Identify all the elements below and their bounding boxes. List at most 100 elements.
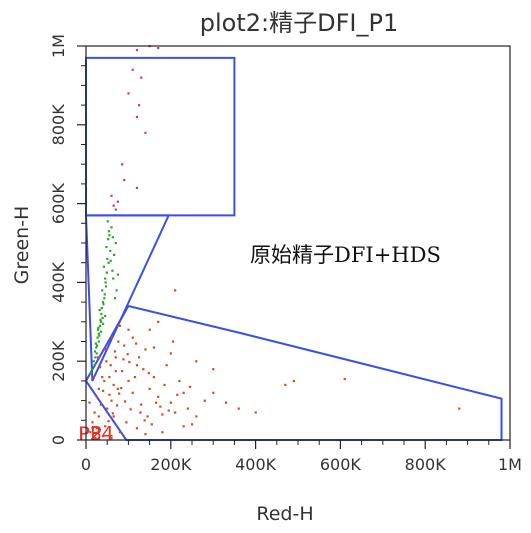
data-point [237, 407, 240, 410]
data-point [140, 403, 143, 406]
data-point [458, 407, 461, 410]
data-point [95, 427, 98, 430]
y-tick-label: 1M [49, 34, 68, 58]
data-point [105, 271, 108, 274]
data-point [107, 238, 110, 241]
data-point [112, 253, 116, 257]
data-point [112, 204, 115, 207]
data-point [126, 353, 129, 356]
data-point [174, 289, 177, 292]
y-tick-label: 0 [49, 435, 68, 445]
data-point [109, 259, 112, 262]
data-point [161, 431, 164, 434]
data-point [105, 360, 108, 363]
data-point [101, 301, 105, 304]
data-point [195, 360, 198, 363]
axes: 0 200K 400K 600K 800K 1M 0 200K 400K 600K 800K 1M [49, 34, 522, 474]
data-point [95, 352, 98, 355]
data-point [89, 431, 92, 434]
data-point [135, 48, 139, 52]
x-tick-label: 800K [405, 455, 447, 474]
data-point [169, 352, 172, 355]
data-point [167, 409, 170, 412]
data-point [111, 412, 114, 415]
data-point [100, 307, 103, 310]
data-point [88, 401, 91, 404]
data-point [131, 391, 134, 394]
data-point [224, 401, 228, 404]
data-point [112, 415, 115, 418]
data-point [191, 423, 194, 426]
data-point [188, 385, 192, 389]
data-point [106, 220, 109, 223]
data-point [142, 368, 145, 371]
data-point [195, 415, 198, 418]
data-point [157, 320, 160, 323]
data-point [144, 433, 147, 436]
data-point [95, 395, 98, 398]
data-point [135, 186, 139, 190]
data-point [163, 383, 166, 387]
data-point [169, 401, 172, 404]
data-point [113, 350, 117, 353]
data-point [127, 92, 130, 95]
data-point [110, 194, 113, 197]
data-point [114, 242, 117, 245]
data-point [96, 344, 99, 347]
data-point [112, 277, 115, 280]
data-point [107, 420, 110, 423]
data-point [97, 387, 100, 390]
chart-annotation: 原始精子DFI+HDS [250, 243, 441, 267]
data-point [118, 431, 122, 434]
data-point [91, 368, 94, 371]
data-point [203, 399, 206, 402]
data-point [94, 356, 97, 359]
data-point [138, 104, 141, 107]
data-point [105, 245, 108, 249]
data-point [174, 411, 177, 414]
data-point [121, 370, 124, 373]
data-point [154, 401, 158, 404]
data-point [116, 387, 119, 390]
data-point [135, 364, 139, 367]
y-tick-label: 600K [49, 183, 68, 225]
data-point [165, 364, 168, 367]
data-point [148, 387, 151, 390]
data-point [138, 356, 141, 359]
y-tick-label: 800K [49, 104, 68, 146]
data-point [108, 375, 111, 379]
data-point [101, 316, 104, 320]
data-point [93, 411, 96, 414]
data-point [108, 393, 111, 396]
data-point [148, 328, 151, 331]
data-point [161, 413, 164, 416]
data-point [135, 427, 139, 430]
x-axis-label: Red-H [256, 503, 313, 525]
data-point [123, 178, 126, 182]
x-tick-label: 200K [150, 455, 192, 474]
data-point [133, 375, 136, 379]
y-tick-label: 200K [49, 340, 68, 382]
data-point [125, 421, 128, 424]
data-point [118, 324, 122, 327]
data-point [122, 358, 125, 361]
data-point [212, 391, 215, 394]
data-point [101, 389, 105, 392]
data-point [96, 356, 100, 359]
data-point [106, 407, 109, 410]
data-point [106, 257, 109, 260]
data-point [109, 364, 112, 367]
data-point [114, 356, 117, 359]
data-point [115, 404, 119, 407]
data-point [104, 348, 107, 351]
data-point [118, 392, 121, 395]
data-point [111, 236, 114, 239]
data-point [107, 261, 110, 264]
data-point [91, 421, 94, 424]
data-point [99, 403, 103, 406]
data-point [114, 208, 117, 211]
data-point [171, 340, 175, 343]
data-points [88, 45, 461, 440]
data-point [92, 360, 95, 363]
